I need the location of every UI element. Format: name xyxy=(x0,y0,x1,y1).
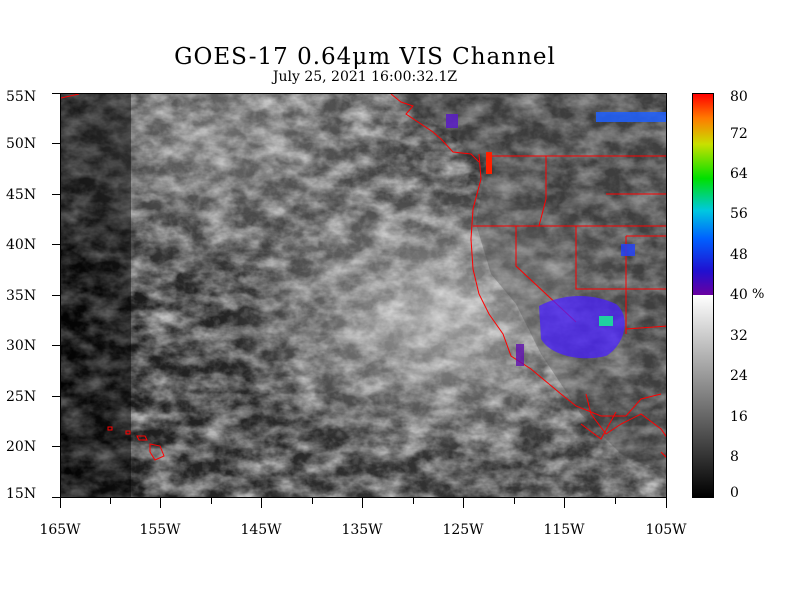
saturated-pixels-green xyxy=(599,316,613,326)
colorbar-label-64: 64 xyxy=(730,166,748,182)
lon-tick xyxy=(110,498,111,504)
saturated-pixels-washington xyxy=(486,152,492,174)
lat-label-45n: 45N xyxy=(6,187,37,203)
land-mass xyxy=(391,94,666,474)
nevada-utah-border xyxy=(575,226,666,290)
maui-molokai-islands xyxy=(136,435,148,441)
colorbar-unit: % xyxy=(752,287,765,302)
big-island xyxy=(149,443,165,461)
lon-label-115w: 115W xyxy=(543,522,585,538)
lat-tick xyxy=(52,194,60,195)
lon-tick xyxy=(615,498,616,504)
colorbar-gradient xyxy=(693,94,713,497)
colorbar-label-40: 40 xyxy=(730,287,748,303)
north-clouds-brightening xyxy=(61,94,666,497)
lat-label-35n: 35N xyxy=(6,288,37,304)
lat-label-25n: 25N xyxy=(6,389,37,405)
lat-tick xyxy=(52,396,60,397)
lon-label-105w: 105W xyxy=(645,522,687,538)
lat-tick xyxy=(52,93,60,94)
us-mexico-border xyxy=(548,383,662,417)
saturated-pixels-southwest xyxy=(539,295,625,359)
lon-label-125w: 125W xyxy=(442,522,484,538)
oahu-island xyxy=(125,430,131,435)
arizona-border xyxy=(625,325,666,330)
lon-tick xyxy=(463,498,464,508)
lat-tick xyxy=(52,446,60,447)
lat-tick xyxy=(52,345,60,346)
colorbar-label-72: 72 xyxy=(730,126,748,142)
lon-label-165w: 165W xyxy=(39,522,81,538)
chart-subtitle: July 25, 2021 16:00:32.1Z xyxy=(272,69,458,85)
lat-label-50n: 50N xyxy=(6,136,37,152)
western-night-edge xyxy=(61,94,131,497)
saturated-cloud-tops xyxy=(446,112,666,366)
lat-tick xyxy=(52,295,60,296)
saturated-pixels-canada xyxy=(446,114,458,128)
lon-tick xyxy=(60,498,61,508)
lon-tick xyxy=(666,498,667,508)
lon-tick xyxy=(160,498,161,508)
lat-label-15n: 15N xyxy=(6,486,37,502)
colorbar-gray-section xyxy=(693,295,713,497)
mexico-coast-border xyxy=(585,393,666,438)
lat-label-20n: 20N xyxy=(6,439,37,455)
lon-tick xyxy=(312,498,313,504)
colorbar xyxy=(692,93,714,498)
colorbar-label-16: 16 xyxy=(730,409,748,425)
alaska-coast-border xyxy=(61,94,80,99)
colorbar-label-24: 24 xyxy=(730,368,748,384)
colorbar-label-48: 48 xyxy=(730,247,748,263)
washington-idaho-border xyxy=(538,156,547,227)
lat-label-30n: 30N xyxy=(6,338,37,354)
colorbar-label-32: 32 xyxy=(730,328,748,344)
lon-tick xyxy=(261,498,262,508)
saturated-pixels-utah xyxy=(621,244,635,256)
colorbar-label-56: 56 xyxy=(730,206,748,222)
lat-tick xyxy=(52,143,60,144)
colorbar-label-8: 8 xyxy=(730,449,739,465)
lat-tick xyxy=(52,244,60,245)
lon-label-135w: 135W xyxy=(341,522,383,538)
colorbar-label-80: 80 xyxy=(730,89,748,105)
kauai-island xyxy=(107,426,113,431)
lon-label-145w: 145W xyxy=(240,522,282,538)
lat-label-40n: 40N xyxy=(6,237,37,253)
lon-label-155w: 155W xyxy=(139,522,181,538)
lon-tick xyxy=(514,498,515,504)
canada-coast-border xyxy=(390,94,480,163)
colorbar-color-section xyxy=(693,94,713,295)
chart-title: GOES-17 0.64μm VIS Channel xyxy=(174,44,556,70)
political-borders xyxy=(61,94,666,458)
hawaii-islands xyxy=(107,426,165,461)
saturated-pixels-north xyxy=(596,112,666,122)
saturated-pixels-baja xyxy=(516,344,524,366)
satellite-image[interactable] xyxy=(60,93,667,498)
lat-label-55n: 55N xyxy=(6,89,37,105)
lon-tick xyxy=(362,498,363,508)
lon-tick xyxy=(211,498,212,504)
lon-tick xyxy=(564,498,565,508)
lon-tick xyxy=(413,498,414,504)
lat-tick xyxy=(52,497,60,498)
mexico-mainland-border xyxy=(660,451,666,458)
baja-border xyxy=(580,411,617,440)
satellite-image-svg xyxy=(61,94,666,497)
colorbar-label-0: 0 xyxy=(730,485,739,501)
